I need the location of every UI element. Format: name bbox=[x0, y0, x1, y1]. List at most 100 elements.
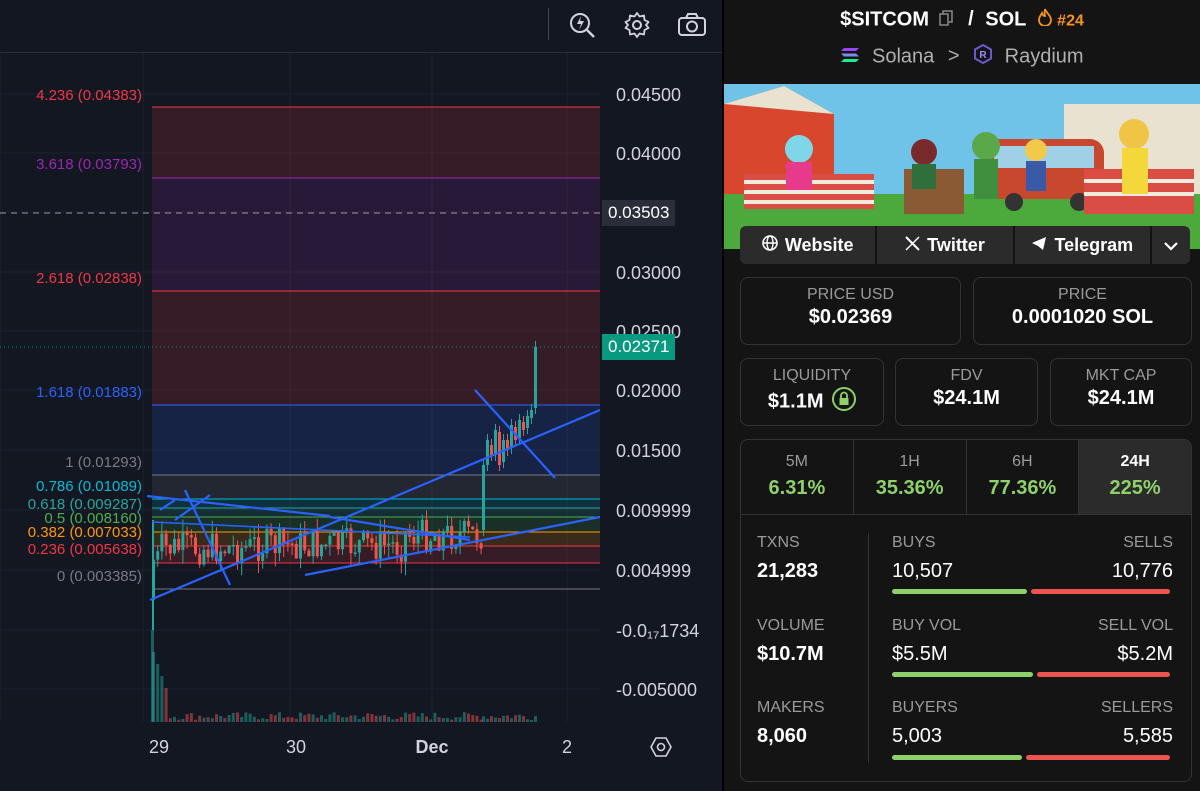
volume-value: $10.7M bbox=[757, 643, 824, 665]
price-chart[interactable]: 4.236 (0.04383) 3.618 (0.03793) 2.618 (0.0… bbox=[0, 0, 722, 791]
volume-bar bbox=[479, 719, 483, 722]
volume-bar bbox=[219, 716, 223, 722]
twitter-button[interactable]: Twitter bbox=[877, 226, 1015, 264]
volume-bar bbox=[458, 717, 462, 722]
candle-body bbox=[181, 532, 185, 551]
tab-1h[interactable]: 1H 35.36% bbox=[854, 440, 967, 514]
trendline bbox=[174, 494, 211, 521]
tab-24h[interactable]: 24H 225% bbox=[1079, 440, 1191, 514]
tab-5m[interactable]: 5M 6.31% bbox=[741, 440, 854, 514]
gear-icon[interactable] bbox=[622, 10, 652, 40]
price-axis-label: 0.02000 bbox=[616, 381, 681, 401]
price-usd-value: $0.02369 bbox=[808, 306, 893, 328]
volume-bar bbox=[526, 719, 529, 722]
volume-bar bbox=[160, 676, 164, 722]
volume-bar bbox=[244, 712, 248, 722]
candle-body bbox=[446, 525, 449, 532]
candle-body bbox=[189, 535, 193, 538]
candle-body bbox=[206, 549, 210, 558]
price-axis-label: 0.04000 bbox=[616, 144, 681, 164]
globe-icon bbox=[762, 234, 778, 256]
lock-icon[interactable] bbox=[832, 387, 857, 417]
chain-link[interactable]: Solana bbox=[871, 45, 935, 68]
volume-bar bbox=[420, 713, 424, 722]
market-cap-card: MKT CAP $24.1M bbox=[1050, 358, 1192, 426]
candle-body bbox=[320, 544, 323, 557]
time-axis-label: 30 bbox=[286, 737, 306, 757]
volume-bar bbox=[215, 714, 218, 722]
dex-link[interactable]: Raydium bbox=[1004, 45, 1084, 68]
makers-label: MAKERS bbox=[757, 699, 825, 716]
price-axis-label: 0.009999 bbox=[616, 501, 691, 521]
volume-bar bbox=[387, 716, 391, 722]
chart-settings-icon[interactable] bbox=[650, 737, 672, 757]
volume-bar bbox=[185, 714, 189, 722]
fire-icon bbox=[1037, 8, 1052, 32]
website-button[interactable]: Website bbox=[740, 226, 878, 264]
candle-body bbox=[534, 347, 537, 408]
candle-body bbox=[404, 532, 407, 562]
volume-bar bbox=[378, 715, 382, 722]
volume-bar bbox=[282, 717, 286, 722]
twitter-label: Twitter bbox=[927, 234, 985, 255]
candle-body bbox=[345, 528, 349, 532]
buyers-ratio-bar bbox=[892, 755, 1022, 760]
svg-text:R: R bbox=[979, 50, 987, 61]
candle-body bbox=[518, 420, 521, 438]
lightning-magnify-icon[interactable] bbox=[567, 10, 597, 40]
telegram-label: Telegram bbox=[1054, 234, 1134, 255]
volume-bar bbox=[404, 712, 407, 722]
candle-body bbox=[328, 535, 332, 545]
period-label: 24H bbox=[1120, 453, 1150, 470]
pair-title: $SITCOM / SOL #24 bbox=[724, 8, 1200, 32]
sells-ratio-bar bbox=[1031, 589, 1170, 594]
telegram-button[interactable]: Telegram bbox=[1015, 226, 1152, 264]
candle-body bbox=[510, 425, 513, 448]
price-axis-label: -0.005000 bbox=[616, 680, 697, 700]
candle-body bbox=[506, 440, 509, 450]
candle-body bbox=[244, 546, 248, 548]
pane-divider[interactable] bbox=[722, 0, 724, 791]
sell-vol-ratio-bar bbox=[1037, 672, 1170, 677]
current-price-tag: 0.02371 bbox=[602, 334, 676, 360]
volume-bar bbox=[530, 719, 533, 722]
candle-body bbox=[278, 528, 281, 554]
candle-body bbox=[391, 542, 395, 544]
sellers-label: SELLERS bbox=[1100, 699, 1173, 716]
volume-bar bbox=[462, 712, 466, 722]
camera-icon[interactable] bbox=[677, 10, 707, 40]
fdv-card: FDV $24.1M bbox=[895, 358, 1038, 426]
candle-body bbox=[299, 533, 302, 559]
volume-bar bbox=[502, 715, 505, 722]
base-symbol: $SITCOM bbox=[840, 8, 930, 31]
candle-body bbox=[261, 553, 265, 561]
fib-band bbox=[152, 508, 600, 517]
trendline bbox=[146, 494, 331, 518]
candle-body bbox=[498, 432, 501, 465]
trendline bbox=[149, 408, 601, 602]
tab-6h[interactable]: 6H 77.36% bbox=[967, 440, 1080, 514]
candle-body bbox=[482, 465, 485, 530]
toolbar-divider bbox=[548, 8, 549, 40]
volume-bar bbox=[433, 712, 437, 722]
period-change: 77.36% bbox=[988, 477, 1057, 499]
candle-body bbox=[177, 538, 181, 551]
candle-body bbox=[416, 533, 420, 544]
candle-body bbox=[383, 532, 386, 545]
chart-pane[interactable]: 4.236 (0.04383) 3.618 (0.03793) 2.618 (0.0… bbox=[0, 0, 722, 791]
candle-body bbox=[490, 445, 493, 455]
price-axis-label: -0.0₁₇1734 bbox=[616, 621, 699, 641]
fib-level-label: 1 (0.01293) bbox=[65, 454, 142, 471]
candle-body bbox=[366, 530, 370, 539]
chain-dex-line: Solana > R Raydium bbox=[724, 43, 1200, 70]
more-links-button[interactable] bbox=[1152, 226, 1190, 264]
volume-bar bbox=[514, 715, 517, 722]
candle-body bbox=[185, 532, 189, 536]
fib-band bbox=[152, 405, 600, 475]
volume-bar bbox=[370, 714, 374, 722]
volume-bar bbox=[198, 715, 202, 722]
candle-body bbox=[257, 537, 260, 561]
copy-icon[interactable] bbox=[938, 9, 953, 32]
candle-body bbox=[252, 537, 256, 540]
volume-bar bbox=[328, 714, 332, 722]
